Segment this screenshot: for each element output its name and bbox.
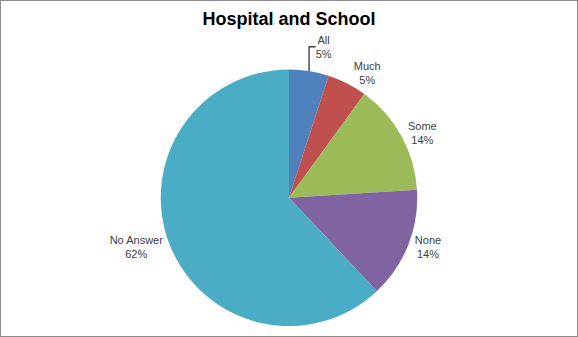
svg-text:None14%: None14% [415, 234, 441, 260]
svg-text:Much5%: Much5% [354, 60, 381, 86]
svg-text:No Answer62%: No Answer62% [110, 234, 164, 260]
svg-text:All5%: All5% [316, 34, 332, 60]
svg-text:Hospital and School: Hospital and School [202, 9, 375, 29]
svg-text:Some14%: Some14% [408, 120, 437, 146]
